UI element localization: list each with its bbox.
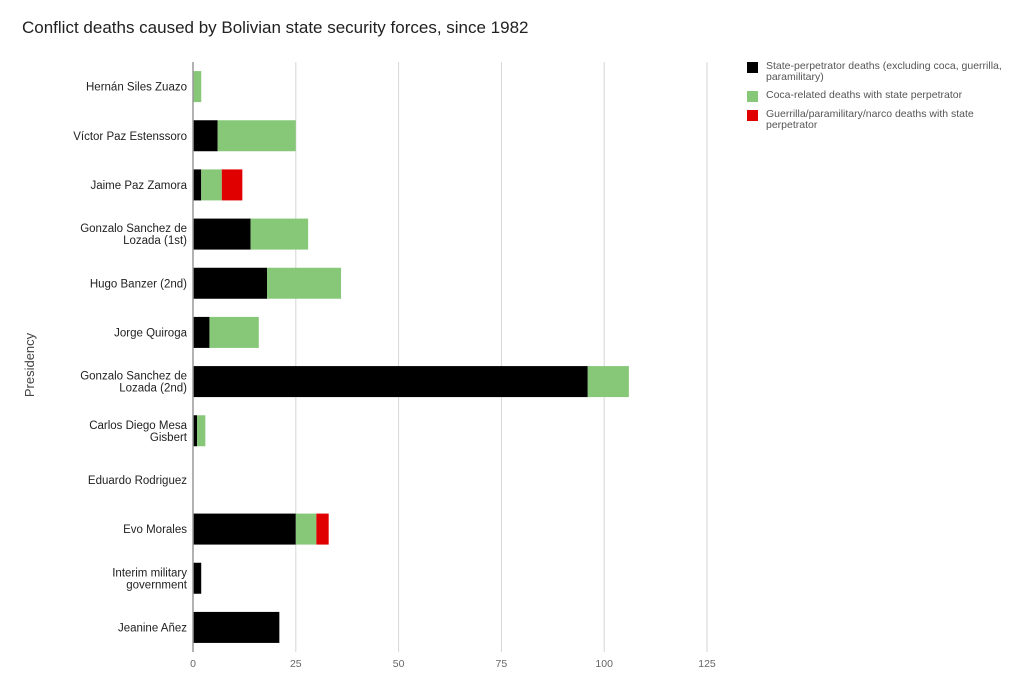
legend-label: Coca-related deaths with state perpetrat… [766,89,963,101]
y-tick-label: Lozada (1st) [123,235,187,247]
bar-segment [193,366,588,398]
legend-swatch [747,110,758,121]
y-tick-label: Jorge Quiroga [114,327,187,339]
y-tick-label: Hernán Siles Zuazo [86,82,187,94]
bar-segment [193,169,202,201]
legend-item: Coca-related deaths with state perpetrat… [747,90,1017,102]
legend: State-perpetrator deaths (excluding coca… [747,61,1017,138]
bar-segment [193,120,218,152]
bar-segment [197,415,206,447]
bar-segment [201,169,222,201]
y-tick-label: Jeanine Añez [118,622,187,634]
x-tick-label: 75 [496,658,508,670]
bar-segment [193,316,210,348]
x-tick-label: 100 [595,658,613,670]
y-tick-label: Interim military [112,567,187,579]
legend-label: Guerrilla/paramilitary/narco deaths with… [766,108,974,131]
bar-segment [221,169,243,201]
bar-segment [193,267,268,299]
y-tick-label: Lozada (2nd) [119,383,187,395]
bar-segment [193,611,280,643]
legend-item: State-perpetrator deaths (excluding coca… [747,61,1017,83]
y-tick-label: Gonzalo Sanchez de [80,371,187,383]
x-tick-label: 25 [290,658,302,670]
x-tick-label: 0 [190,658,196,670]
bar-segment [193,562,202,594]
legend-swatch [747,62,758,73]
bar-segment [217,120,296,152]
bar-segment [209,316,259,348]
legend-label: State-perpetrator deaths (excluding coca… [766,60,1002,83]
y-tick-label: Gonzalo Sanchez de [80,223,187,235]
y-tick-label: government [126,579,188,591]
legend-item: Guerrilla/paramilitary/narco deaths with… [747,109,1017,131]
legend-swatch [747,91,758,102]
y-tick-label: Jaime Paz Zamora [90,180,187,192]
bar-segment [193,218,251,250]
bar-segment [587,366,629,398]
y-axis-label: Presidency [22,332,37,397]
x-tick-label: 125 [698,658,716,670]
y-tick-label: Víctor Paz Estenssoro [73,131,187,143]
y-tick-label: Eduardo Rodriguez [88,475,187,487]
y-tick-label: Carlos Diego Mesa [89,420,187,432]
bar-segment [193,415,198,447]
bar-segment [193,513,296,545]
x-tick-label: 50 [393,658,405,670]
bar-segment [267,267,342,299]
bar-segment [316,513,329,545]
bar-segment [193,71,202,103]
y-tick-label: Gisbert [150,432,188,444]
bar-segment [250,218,309,250]
chart-title: Conflict deaths caused by Bolivian state… [22,18,529,37]
y-tick-label: Evo Morales [123,524,187,536]
y-tick-label: Hugo Banzer (2nd) [90,278,187,290]
bar-segment [295,513,317,545]
